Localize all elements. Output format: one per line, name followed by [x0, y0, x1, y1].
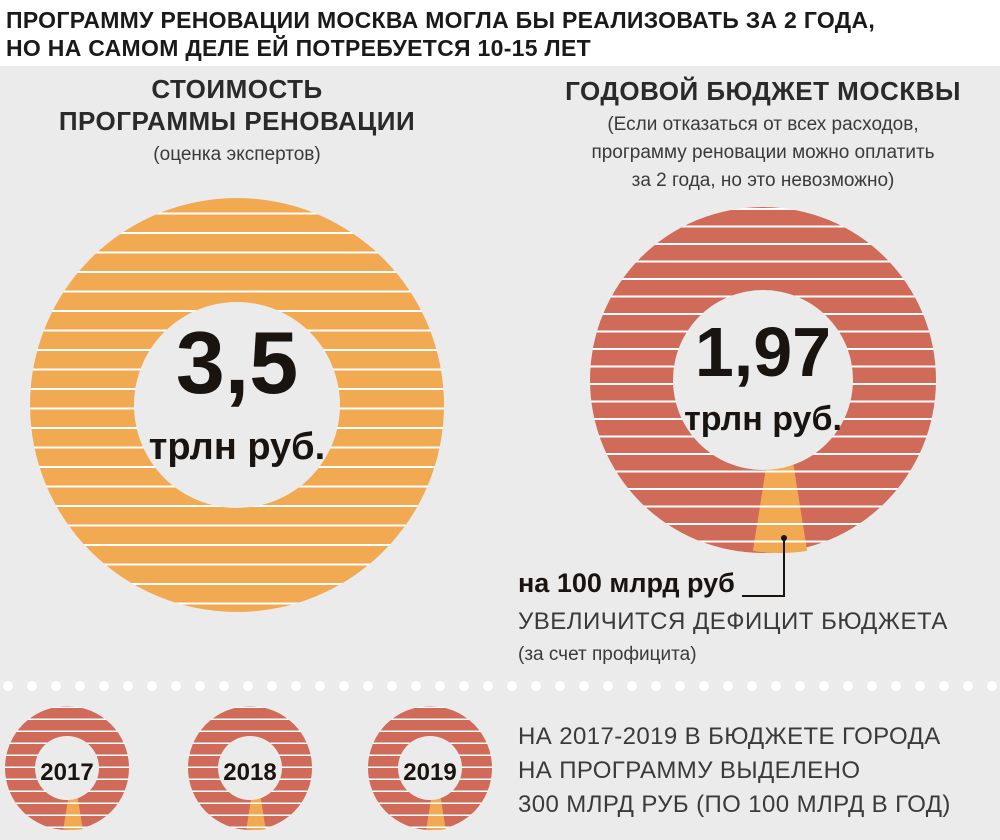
separator-dot — [123, 681, 133, 691]
leader-line — [742, 538, 785, 597]
separator-dot — [891, 681, 901, 691]
summary-line-3: 300 МЛРД РУБ (ПО 100 МЛРД В ГОД) — [518, 791, 951, 818]
separator-dot — [747, 681, 757, 691]
separator-dot — [411, 681, 421, 691]
deficit-note: (за счет профицита) — [518, 644, 697, 665]
year-ring-2018 — [188, 706, 312, 830]
budget-unit: трлн руб. — [684, 400, 842, 438]
year-label: 2017 — [40, 759, 93, 786]
separator-dot — [651, 681, 661, 691]
separator-dot — [483, 681, 493, 691]
summary-line-2: НА ПРОГРАММУ ВЫДЕЛЕНО — [518, 757, 861, 784]
deficit-text: УВЕЛИЧИТСЯ ДЕФИЦИТ БЮДЖЕТА — [518, 608, 948, 635]
separator-dot — [963, 681, 973, 691]
separator-dot — [339, 681, 349, 691]
dotted-separator — [3, 681, 997, 691]
separator-dot — [579, 681, 589, 691]
separator-dot — [603, 681, 613, 691]
separator-dot — [699, 681, 709, 691]
headline-line-2: НО НА САМОМ ДЕЛЕ ЕЙ ПОТРЕБУЕТСЯ 10-15 ЛЕ… — [6, 35, 591, 61]
separator-dot — [435, 681, 445, 691]
separator-dot — [939, 681, 949, 691]
separator-dot — [27, 681, 37, 691]
separator-dot — [723, 681, 733, 691]
year-ring-hole — [398, 736, 462, 800]
cost-title-line-1: СТОИМОСТЬ — [151, 74, 323, 104]
separator-dot — [627, 681, 637, 691]
cost-unit: трлн руб. — [148, 426, 326, 468]
separator-dot — [507, 681, 517, 691]
separator-dot — [795, 681, 805, 691]
separator-dot — [291, 681, 301, 691]
budget-note-line-1: (Если отказаться от всех расходов, — [607, 114, 919, 135]
cost-note: (оценка экспертов) — [153, 144, 321, 165]
cost-title-line-2: ПРОГРАММЫ РЕНОВАЦИИ — [58, 106, 416, 136]
headline-line-1: ПРОГРАММУ РЕНОВАЦИИ МОСКВА МОГЛА БЫ РЕАЛ… — [6, 7, 876, 33]
year-ring-2019 — [368, 706, 492, 830]
separator-dot — [267, 681, 277, 691]
separator-dot — [459, 681, 469, 691]
separator-dot — [219, 681, 229, 691]
deficit-amount: на 100 млрд руб — [518, 568, 735, 598]
budget-title: ГОДОВОЙ БЮДЖЕТ МОСКВЫ — [565, 76, 961, 106]
cost-ring-hole — [134, 302, 340, 508]
separator-dot — [315, 681, 325, 691]
separator-dot — [987, 681, 997, 691]
summary-line-1: НА 2017-2019 В БЮДЖЕТЕ ГОРОДА — [518, 723, 941, 750]
separator-dot — [171, 681, 181, 691]
separator-dot — [51, 681, 61, 691]
separator-dot — [99, 681, 109, 691]
year-ring-hole — [218, 736, 282, 800]
separator-dot — [867, 681, 877, 691]
year-ring-2017 — [5, 706, 129, 830]
separator-dot — [531, 681, 541, 691]
budget-value: 1,97 — [694, 313, 832, 391]
separator-dot — [387, 681, 397, 691]
year-ring-hole — [35, 736, 99, 800]
cost-value: 3,5 — [175, 313, 299, 412]
separator-dot — [243, 681, 253, 691]
separator-dot — [819, 681, 829, 691]
budget-ring-hole — [673, 290, 853, 470]
separator-dot — [363, 681, 373, 691]
separator-dot — [147, 681, 157, 691]
separator-dot — [195, 681, 205, 691]
separator-dot — [843, 681, 853, 691]
budget-note-line-3: за 2 года, но это невозможно) — [631, 170, 895, 191]
separator-dot — [675, 681, 685, 691]
separator-dot — [75, 681, 85, 691]
budget-note-line-2: программу реновации можно оплатить — [591, 142, 935, 163]
separator-dot — [555, 681, 565, 691]
year-label: 2018 — [223, 759, 276, 786]
separator-dot — [3, 681, 13, 691]
separator-dot — [915, 681, 925, 691]
year-label: 2019 — [403, 759, 456, 786]
separator-dot — [771, 681, 781, 691]
